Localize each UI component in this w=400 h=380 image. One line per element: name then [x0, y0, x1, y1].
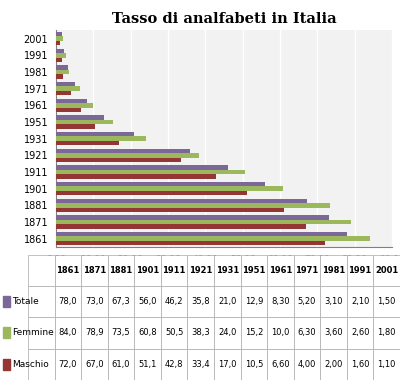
- Bar: [56, 53, 66, 58]
- FancyBboxPatch shape: [3, 296, 10, 307]
- Bar: [56, 103, 93, 108]
- Bar: [56, 74, 64, 79]
- Bar: [56, 65, 68, 70]
- Bar: [56, 32, 62, 36]
- Text: Maschio: Maschio: [12, 360, 49, 369]
- Bar: [56, 41, 60, 46]
- Text: Femmine: Femmine: [12, 328, 54, 337]
- Bar: [56, 182, 265, 187]
- Bar: [56, 165, 228, 170]
- Bar: [56, 115, 104, 120]
- Bar: [56, 203, 330, 207]
- Bar: [56, 158, 181, 162]
- Bar: [56, 241, 325, 245]
- Bar: [56, 132, 134, 136]
- FancyBboxPatch shape: [3, 328, 10, 339]
- Bar: [56, 87, 80, 91]
- Bar: [56, 153, 199, 158]
- Bar: [56, 58, 62, 62]
- Bar: [56, 199, 307, 203]
- Bar: [56, 224, 306, 229]
- FancyBboxPatch shape: [3, 359, 10, 370]
- Bar: [56, 120, 113, 124]
- Bar: [56, 124, 95, 129]
- Title: Tasso di analfabeti in Italia: Tasso di analfabeti in Italia: [112, 13, 336, 27]
- Bar: [56, 215, 328, 220]
- Bar: [56, 187, 283, 191]
- Bar: [56, 82, 76, 87]
- Bar: [56, 91, 71, 95]
- Bar: [56, 232, 347, 236]
- Bar: [56, 220, 350, 224]
- Bar: [56, 174, 216, 179]
- Bar: [56, 149, 190, 153]
- Bar: [56, 99, 87, 103]
- Bar: [56, 36, 63, 41]
- Bar: [56, 207, 284, 212]
- Bar: [56, 191, 247, 195]
- Bar: [56, 236, 370, 241]
- Bar: [56, 70, 70, 74]
- Bar: [56, 141, 120, 146]
- Text: Totale: Totale: [12, 297, 39, 306]
- Bar: [56, 49, 64, 53]
- Bar: [56, 170, 244, 174]
- Bar: [56, 136, 146, 141]
- Bar: [56, 108, 81, 112]
